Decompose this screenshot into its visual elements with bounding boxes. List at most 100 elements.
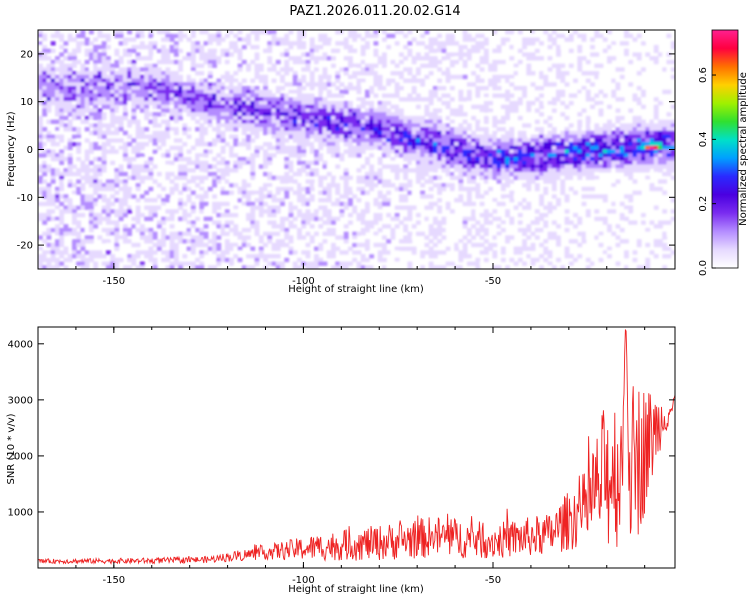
spectrogram-cell [513,33,519,39]
spectrogram-cell [246,190,251,195]
spectrogram-cell [424,179,430,184]
spectrogram-cell [415,168,421,173]
spectrogram-cell [263,231,268,236]
spectrogram-cell [564,115,570,121]
spectrogram-cell [101,89,107,95]
spectrogram-cell [394,168,400,173]
spectrogram-cell [139,56,145,61]
spectrogram-cell [505,30,510,35]
spectrogram-cell [156,112,162,117]
spectrogram-cell [38,265,43,269]
spectrogram-cell [186,86,192,91]
spectrogram-cell [169,145,175,151]
spectrogram-cell [46,56,52,61]
spectrogram-cell [173,209,179,214]
spectrogram-cell [462,37,468,42]
spectrogram-cell [237,231,243,236]
spectrogram-cell [454,171,460,177]
spectrogram-cell [581,138,587,143]
spectrogram-cell [263,160,268,166]
spectrogram-cell [364,239,370,244]
spectrogram-cell [139,104,145,110]
spectrogram-cell [297,44,302,50]
spectrogram-cell [131,127,137,132]
spectrogram-cell [428,205,434,210]
spectrogram-cell [67,37,73,42]
spectrogram-cell [93,71,99,76]
spectrogram-cell [517,153,523,158]
spectrogram-cell [118,100,124,106]
spectrogram-cell [203,160,209,166]
spectrogram-cell [250,205,256,210]
spectrogram-cell [59,112,65,117]
spectrogram-cell [237,63,243,68]
spectrogram-cell [199,30,205,35]
spectrogram-cell [615,82,621,87]
spectrogram-cell [195,175,200,180]
spectrogram-cell [122,153,128,158]
spectrogram-cell [152,74,158,80]
spectrogram-cell [229,104,234,110]
spectrogram-cell [97,82,103,87]
spectrogram-cell [547,209,553,214]
spectrogram-cell [292,216,298,222]
spectrogram-cell [144,71,150,76]
spectrogram-cell [475,145,481,151]
spectrogram-cell [101,74,107,80]
spectrogram-cell [148,227,154,233]
spectrogram-cell [415,97,421,102]
spectrogram-cell [88,123,94,128]
spectrogram-cell [432,153,438,158]
spectrogram-cell [462,153,468,158]
spectrogram-cell [178,171,183,177]
spectrogram-cell [131,100,137,106]
spectrogram-cell [619,220,625,225]
spectrogram-cell [373,115,379,121]
spectrogram-cell [216,108,222,113]
spectrogram-cell [449,156,455,162]
spectrogram-cell [551,164,557,169]
spectrogram-cell [522,198,527,203]
spectrogram-cell [471,179,477,184]
spectrogram-cell [250,216,256,222]
spectrogram-cell [585,123,591,128]
spectrogram-cell [305,265,311,269]
spectrogram-cell [186,112,192,117]
spectrogram-cell [178,33,183,39]
spectrogram-cell [432,119,438,124]
spectrogram-cell [88,67,94,72]
spectrogram-cell [152,235,158,240]
spectrogram-cell [224,227,230,233]
spectrogram-cell [522,205,527,210]
spectrogram-cell [411,37,417,42]
spectrogram-cell [169,209,175,214]
spectrogram-cell [50,82,56,87]
spectrogram-cell [139,168,145,173]
spectrogram-cell [458,123,464,128]
spectrogram-cell [173,44,179,50]
spectrogram-cell [152,123,158,128]
spectrogram-cell [207,56,213,61]
spectrogram-cell [381,179,387,184]
spectrogram-cell [110,149,116,154]
spectrogram-cell [135,220,141,225]
spectrogram-cell [76,145,82,151]
spectrogram-cell [339,127,345,132]
spectrogram-cell [263,115,268,121]
spectrogram-cell [424,97,430,102]
spectrogram-cell [42,164,48,169]
spectrogram-cell [530,100,536,106]
spectrogram-cell [258,250,264,255]
spectrogram-cell [522,224,527,229]
spectrogram-cell [207,71,213,76]
spectrogram-cell [88,93,94,98]
spectrogram-cell [271,145,277,151]
spectrogram-cell [628,33,634,39]
spectrogram-cell [131,59,137,65]
spectrogram-cell [471,212,477,218]
spectrogram-cell [331,149,336,154]
spectrogram-cell [530,134,536,139]
spectrogram-cell [483,93,489,98]
spectrogram-cell [292,89,298,95]
spectrogram-cell [297,265,302,269]
